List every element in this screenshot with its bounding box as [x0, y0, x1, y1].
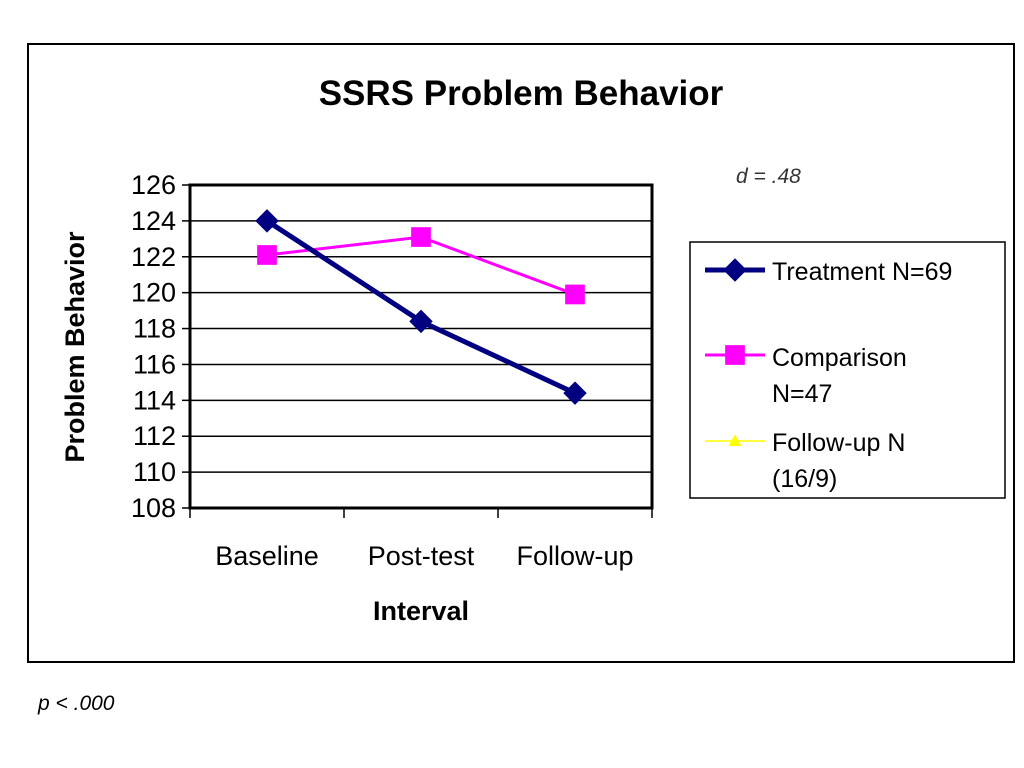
x-axis-title: Interval	[373, 596, 469, 626]
y-tick-label: 116	[133, 349, 176, 379]
x-tick-label: Follow-up	[516, 541, 633, 571]
y-tick-label: 110	[133, 457, 176, 487]
y-axis-title: Problem Behavior	[60, 231, 90, 463]
data-point-comparison	[257, 245, 277, 265]
y-tick-label: 122	[131, 242, 176, 272]
series	[255, 209, 587, 405]
chart-frame	[27, 43, 1015, 663]
y-tick-label: 118	[133, 314, 176, 344]
legend-label-treatment: Treatment N=69	[772, 258, 952, 286]
axes: 108 110 112 114 116 118 120 122 124 126 Baseline Po…	[131, 170, 653, 571]
legend: Treatment N=69 Comparison N=47 Follow-up …	[689, 241, 1006, 499]
data-point-treatment	[255, 209, 279, 233]
y-tick-label: 108	[131, 493, 176, 523]
x-tick-label: Post-test	[368, 541, 475, 571]
footnote: p < .000	[38, 692, 115, 715]
legend-label-comparison: Comparison N=47	[772, 344, 907, 408]
legend-marker-comparison	[725, 345, 745, 365]
data-point-treatment	[409, 309, 433, 334]
y-tick-label: 112	[133, 421, 176, 451]
data-point-comparison	[411, 227, 431, 247]
plot-area	[188, 183, 654, 510]
y-tick-label: 120	[131, 278, 176, 308]
data-point-comparison	[565, 284, 585, 305]
legend-label-follow-up: Follow-up N (16/9)	[772, 429, 905, 493]
annotation-effect-size: d = .48	[736, 165, 801, 188]
legend-box	[689, 241, 1006, 499]
x-tick-label: Baseline	[215, 541, 319, 571]
y-tick-label: 124	[131, 206, 176, 236]
chart-title: SSRS Problem Behavior	[319, 74, 724, 113]
y-tick-label: 126	[131, 170, 176, 200]
legend-marker-follow-up	[728, 434, 742, 446]
legend-marker-treatment	[723, 258, 747, 282]
legend-markers	[705, 258, 765, 446]
y-tick-label: 114	[133, 385, 176, 415]
data-point-treatment	[563, 381, 587, 405]
